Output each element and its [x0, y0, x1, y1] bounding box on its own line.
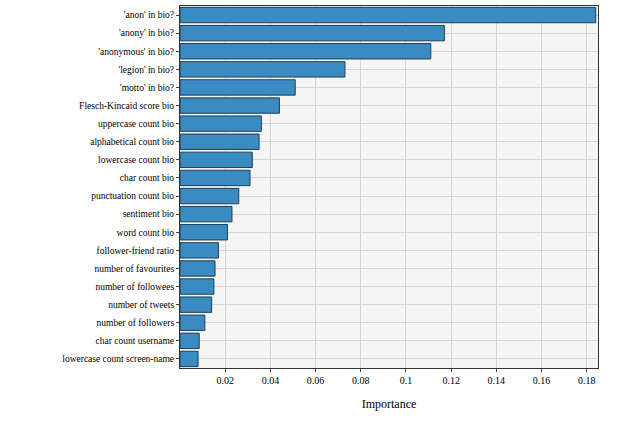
svg-text:'anon' in bio?: 'anon' in bio?	[124, 10, 174, 20]
svg-text:char count bio: char count bio	[120, 173, 175, 183]
svg-text:sentiment bio: sentiment bio	[123, 209, 175, 219]
svg-text:'legion' in bio?: 'legion' in bio?	[118, 65, 174, 75]
svg-text:lowercase count screen-name: lowercase count screen-name	[62, 354, 174, 364]
svg-text:Flesch-Kincaid score bio: Flesch-Kincaid score bio	[79, 101, 174, 111]
svg-text:follower-friend ratio: follower-friend ratio	[96, 246, 174, 256]
svg-text:punctuation count bio: punctuation count bio	[91, 191, 174, 201]
svg-text:0.1: 0.1	[400, 375, 413, 386]
svg-text:'motto' in bio?: 'motto' in bio?	[120, 83, 174, 93]
svg-text:number of followees: number of followees	[95, 282, 174, 292]
svg-text:alphabetical count bio: alphabetical count bio	[90, 137, 174, 147]
svg-text:0.18: 0.18	[578, 375, 596, 386]
svg-text:number of favourites: number of favourites	[94, 264, 174, 274]
svg-text:0.08: 0.08	[352, 375, 370, 386]
svg-text:0.04: 0.04	[262, 375, 280, 386]
svg-text:'anonymous' in bio?: 'anonymous' in bio?	[98, 47, 174, 57]
svg-text:0.16: 0.16	[533, 375, 551, 386]
svg-text:'anony' in bio?: 'anony' in bio?	[119, 28, 174, 38]
svg-text:0.14: 0.14	[488, 375, 506, 386]
svg-text:char count username: char count username	[95, 336, 174, 346]
svg-text:0.12: 0.12	[442, 375, 460, 386]
svg-text:Importance: Importance	[362, 397, 417, 411]
svg-text:0.02: 0.02	[216, 375, 234, 386]
svg-text:0.06: 0.06	[307, 375, 325, 386]
svg-text:lowercase count bio: lowercase count bio	[98, 155, 174, 165]
svg-text:number of tweets: number of tweets	[108, 300, 174, 310]
svg-text:word count bio: word count bio	[117, 228, 175, 238]
svg-text:number of followers: number of followers	[97, 318, 175, 328]
svg-text:uppercase count bio: uppercase count bio	[98, 119, 174, 129]
